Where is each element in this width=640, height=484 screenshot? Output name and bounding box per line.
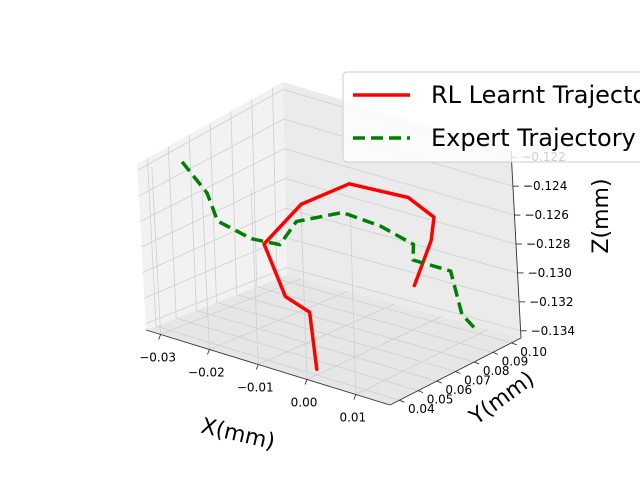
gridline [138,118,284,197]
x-tick-mark [304,379,308,385]
y-tick-label: 0.10 [520,345,547,359]
gridline [276,278,512,344]
gridline [285,207,518,274]
legend-box [342,71,640,163]
gridline [151,167,162,335]
series-line-expert [180,160,477,331]
x-axis-label: X(mm) [198,414,277,455]
gridline [300,200,308,380]
x-tick-mark [255,364,259,370]
gridline [349,212,357,395]
legend-label: Expert Trajectory [431,124,636,152]
z-tick-label: −0.134 [531,324,575,338]
axis-pane [137,82,287,330]
x-tick-mark [353,394,357,400]
y-tick-label: 0.08 [483,364,510,378]
gridline [144,237,287,299]
gridline [201,178,210,350]
x-tick-mark [207,349,210,355]
gridline [250,189,259,365]
y-tick-mark [455,371,461,374]
z-tick-label: −0.132 [529,295,573,309]
series-line-rl [262,182,436,371]
gridline [139,148,285,222]
y-tick-mark [399,399,405,403]
gridline [145,267,287,324]
x-tick-label: −0.02 [188,366,225,380]
y-tick-mark [492,351,499,355]
legend-label: RL Learnt Trajectory [431,81,640,109]
x-tick-label: −0.01 [237,381,274,395]
axis-pane [146,275,521,405]
y-tick-label: 0.06 [445,383,472,397]
z-tick-label: −0.126 [524,208,568,222]
y-tick-label: 0.04 [408,402,435,416]
gridline [284,178,517,245]
legend: RL Learnt Trajectory Expert Trajectory [342,71,640,163]
x-tick-label: 0.00 [291,396,318,410]
z-tick-label: −0.128 [526,237,570,251]
y-tick-label: 0.05 [427,393,454,407]
z-tick-label: −0.130 [528,266,572,280]
gridline [155,325,400,401]
y-tick-mark [511,342,517,346]
gridline [196,309,437,382]
y-tick-mark [474,361,480,365]
y-tick-label: 0.07 [464,374,491,388]
gridline [142,207,286,273]
gridline [284,148,515,216]
gridlines [137,87,521,401]
series-layer [180,160,477,371]
gridline [137,89,284,171]
y-tick-mark [436,380,442,384]
y-tick-label: 0.09 [502,354,529,368]
x-tick-mark [158,334,162,340]
z-tick-label: −0.124 [523,179,567,193]
gridline [176,317,419,392]
gridline [236,294,475,363]
z-axis-label: Z(mm) [589,178,614,253]
gridline [216,302,456,372]
gridline [256,286,494,353]
gridline [286,237,520,303]
x-axis-line [145,329,391,406]
x-tick-label: −0.03 [139,351,176,365]
gridline [286,267,521,332]
x-tick-label: 0.01 [339,411,366,425]
y-tick-mark [417,390,424,394]
